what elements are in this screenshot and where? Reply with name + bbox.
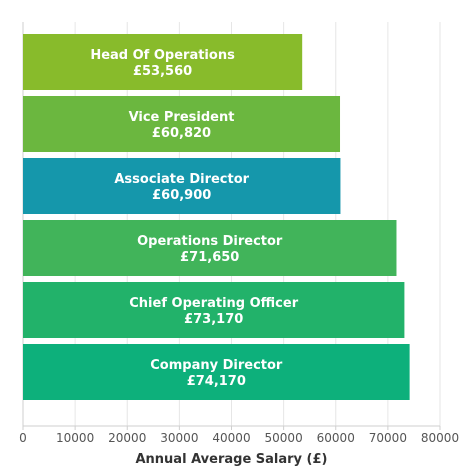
bar-category-label: Head Of Operations <box>90 48 235 63</box>
bar-value-label: £73,170 <box>184 312 243 327</box>
x-axis: 0 10000 20000 30000 40000 50000 60000 70000 8000… <box>19 425 459 445</box>
bar-category-label: Company Director <box>150 358 283 373</box>
bar-value-label: £60,820 <box>152 126 211 141</box>
bar-category-label: Associate Director <box>114 172 249 187</box>
bar <box>23 220 397 276</box>
x-tick-label: 30000 <box>160 431 198 445</box>
bars <box>23 34 410 400</box>
bar-category-label: Vice President <box>129 110 235 125</box>
bar-category-label: Chief Operating Officer <box>129 296 298 311</box>
x-tick-label: 40000 <box>212 431 250 445</box>
x-tick-label: 10000 <box>56 431 94 445</box>
bar <box>23 96 341 152</box>
bar <box>23 282 405 338</box>
x-axis-title: Annual Average Salary (£) <box>135 452 327 467</box>
bar <box>23 158 341 214</box>
x-tick-label: 60000 <box>317 431 355 445</box>
bar-category-label: Operations Director <box>137 234 283 249</box>
x-tick-label: 70000 <box>369 431 407 445</box>
bar <box>23 344 410 400</box>
x-tick-label: 20000 <box>108 431 146 445</box>
bar <box>23 34 303 90</box>
x-tick-label: 0 <box>19 431 27 445</box>
x-tick-label: 80000 <box>421 431 459 445</box>
bar-value-label: £71,650 <box>180 250 239 265</box>
bar-value-label: £60,900 <box>152 188 211 203</box>
x-tick-label: 50000 <box>265 431 303 445</box>
bar-value-label: £74,170 <box>187 374 246 389</box>
bar-value-label: £53,560 <box>133 64 192 79</box>
